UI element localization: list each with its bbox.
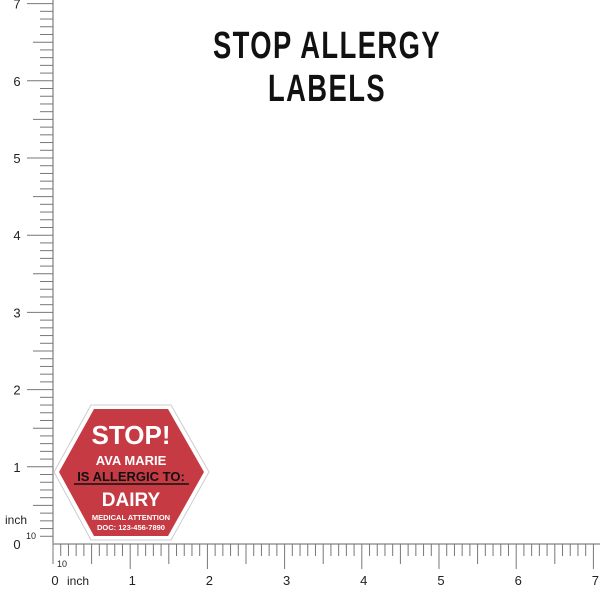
y-tick-label: 0	[13, 537, 20, 552]
label-footer-line1: MEDICAL ATTENTION	[92, 513, 170, 522]
x-tick-label: 3	[283, 573, 290, 588]
x-tick-label: 5	[437, 573, 444, 588]
ruler: 0 1 2 3 4 5 6 7 0 1 2 3 4 5 6 7	[13, 0, 600, 588]
y-unit-label: inch	[5, 513, 27, 527]
label-allergen: DAIRY	[102, 490, 161, 511]
y-subdivision-label: 10	[26, 531, 36, 541]
x-tick-label: 4	[360, 573, 367, 588]
y-tick-label: 7	[13, 0, 20, 12]
x-tick-label: 0	[51, 573, 58, 588]
x-tick-label: 1	[129, 573, 136, 588]
y-tick-label: 4	[13, 228, 20, 243]
label-footer-line2: DOC: 123-456-7890	[97, 523, 165, 532]
x-subdivision-label: 10	[57, 559, 67, 569]
label-heading: STOP!	[92, 420, 171, 450]
x-unit-label: inch	[67, 574, 89, 588]
label-hexagon	[59, 409, 204, 536]
y-tick-label: 2	[13, 383, 20, 398]
y-tick-label: 6	[13, 74, 20, 89]
y-tick-label: 3	[13, 305, 20, 320]
label-name: AVA MARIE	[96, 453, 167, 468]
page-title: STOP ALLERGY LABELS	[212, 25, 442, 110]
x-tick-label: 6	[515, 573, 522, 588]
x-tick-label: 7	[592, 573, 599, 588]
y-tick-label: 5	[13, 151, 20, 166]
label-allergic-text: IS ALLERGIC TO:	[77, 469, 185, 484]
y-tick-label: 1	[13, 460, 20, 475]
allergy-label[interactable]: STOP! AVA MARIE IS ALLERGIC TO: DAIRY ME…	[53, 404, 210, 541]
x-tick-label: 2	[206, 573, 213, 588]
